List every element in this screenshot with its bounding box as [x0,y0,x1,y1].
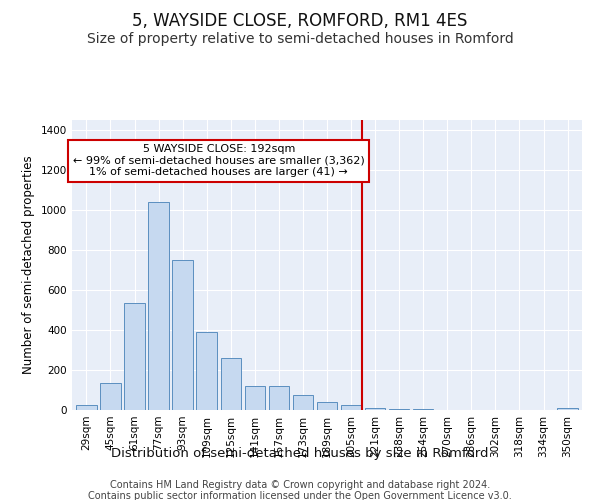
Bar [317,402,337,410]
Bar [557,408,578,410]
Bar [389,409,409,410]
Y-axis label: Number of semi-detached properties: Number of semi-detached properties [22,156,35,374]
Bar [293,395,313,410]
Bar [196,332,217,410]
Bar [148,202,169,410]
Text: Distribution of semi-detached houses by size in Romford: Distribution of semi-detached houses by … [111,448,489,460]
Bar [341,405,361,410]
Text: 5 WAYSIDE CLOSE: 192sqm
← 99% of semi-detached houses are smaller (3,362)
1% of : 5 WAYSIDE CLOSE: 192sqm ← 99% of semi-de… [73,144,365,177]
Text: 5, WAYSIDE CLOSE, ROMFORD, RM1 4ES: 5, WAYSIDE CLOSE, ROMFORD, RM1 4ES [133,12,467,30]
Text: Contains public sector information licensed under the Open Government Licence v3: Contains public sector information licen… [88,491,512,500]
Text: Contains HM Land Registry data © Crown copyright and database right 2024.: Contains HM Land Registry data © Crown c… [110,480,490,490]
Text: Size of property relative to semi-detached houses in Romford: Size of property relative to semi-detach… [86,32,514,46]
Bar [365,408,385,410]
Bar [413,409,433,410]
Bar [124,303,145,410]
Bar [221,358,241,410]
Bar [76,405,97,410]
Bar [245,386,265,410]
Bar [100,383,121,410]
Bar [269,386,289,410]
Bar [172,260,193,410]
